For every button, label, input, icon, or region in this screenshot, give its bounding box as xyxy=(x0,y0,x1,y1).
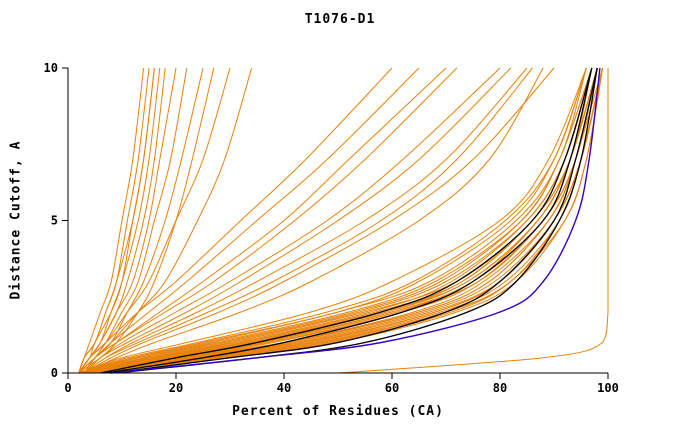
svg-text:0: 0 xyxy=(51,366,58,380)
svg-text:80: 80 xyxy=(493,381,507,395)
svg-text:40: 40 xyxy=(277,381,291,395)
x-axis-label: Percent of Residues (CA) xyxy=(232,404,444,419)
svg-text:100: 100 xyxy=(597,381,619,395)
chart-title: T1076-D1 xyxy=(304,12,376,27)
svg-text:5: 5 xyxy=(51,214,58,228)
svg-text:60: 60 xyxy=(385,381,399,395)
svg-text:0: 0 xyxy=(64,381,71,395)
svg-text:20: 20 xyxy=(169,381,183,395)
svg-text:10: 10 xyxy=(44,61,58,75)
